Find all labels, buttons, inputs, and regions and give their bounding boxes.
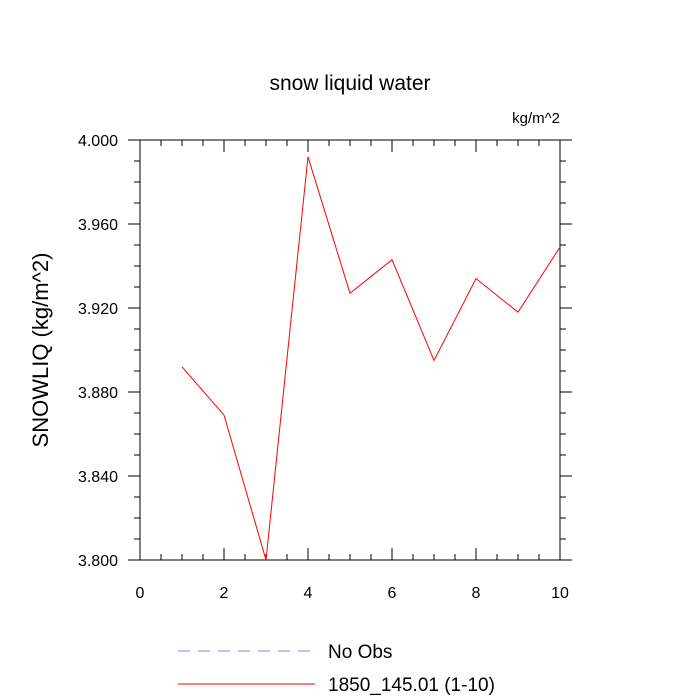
x-tick-label: 2	[220, 585, 229, 602]
tick-labels: 0 2 4 6 8 10 3.800 3.840 3.880 3.920 3.960 4.000	[78, 133, 569, 602]
x-tick-label: 0	[136, 585, 145, 602]
y-axis-label: SNOWLIQ (kg/m^2)	[28, 253, 53, 448]
y-tick-label: 4.000	[78, 133, 118, 150]
axis-ticks	[128, 139, 572, 561]
y-tick-label: 3.920	[78, 301, 118, 318]
y-tick-label: 3.960	[78, 217, 118, 234]
legend-label: 1850_145.01 (1-10)	[328, 675, 495, 696]
plot-frame	[139, 139, 561, 561]
units-label: kg/m^2	[512, 110, 560, 127]
legend-label: No Obs	[328, 642, 392, 663]
y-tick-label: 3.880	[78, 385, 118, 402]
x-tick-label: 6	[388, 585, 397, 602]
x-tick-label: 10	[551, 585, 569, 602]
x-tick-label: 8	[472, 585, 481, 602]
legend: No Obs 1850_145.01 (1-10)	[178, 642, 495, 696]
y-tick-label: 3.840	[78, 469, 118, 486]
series-layer	[181, 156, 561, 561]
chart-title: snow liquid water	[269, 72, 430, 95]
x-tick-label: 4	[304, 585, 313, 602]
series-line	[181, 156, 561, 561]
y-tick-label: 3.800	[78, 553, 118, 570]
